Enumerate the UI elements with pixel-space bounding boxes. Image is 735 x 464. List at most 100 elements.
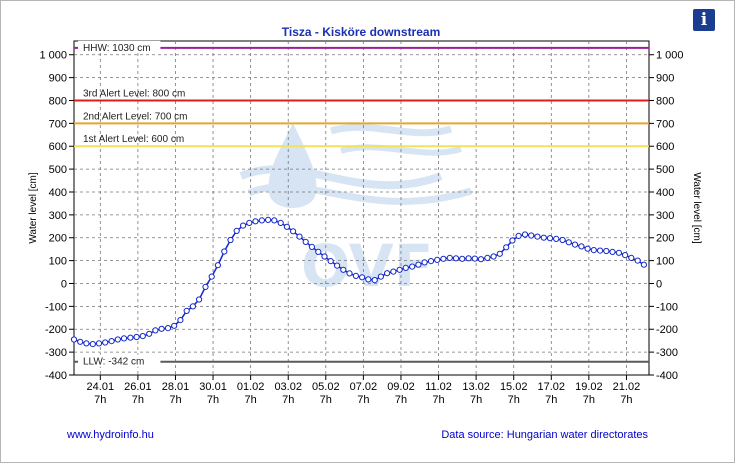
x-tick-label-date: 19.02	[575, 381, 603, 393]
x-tick-label-date: 03.02	[274, 381, 302, 393]
data-point	[528, 232, 535, 239]
data-point	[189, 303, 196, 310]
data-point	[459, 255, 466, 262]
data-point	[308, 243, 315, 250]
data-point	[628, 254, 635, 261]
x-axis: 24.017h26.017h28.017h30.017h01.027h03.02…	[87, 375, 641, 406]
data-point	[152, 327, 159, 334]
y-axis-right-label: Water level [cm]	[691, 172, 702, 244]
data-point	[578, 243, 585, 250]
data-point	[196, 296, 203, 303]
data-point	[283, 223, 290, 230]
info-icon[interactable]: i	[693, 9, 715, 31]
data-point	[177, 317, 184, 324]
data-point	[183, 307, 190, 314]
data-point	[509, 237, 516, 244]
data-point	[540, 234, 547, 241]
data-point	[565, 239, 572, 246]
y-tick-label-left: 300	[49, 210, 67, 222]
threshold-label: 1st Alert Level: 600 cm	[83, 134, 184, 145]
y-tick-label-right: 300	[656, 210, 674, 222]
data-point	[365, 276, 372, 283]
data-point	[609, 248, 616, 255]
y-tick-label-left: -100	[45, 301, 67, 313]
y-tick-label-left: 800	[49, 95, 67, 107]
y-tick-label-right: -300	[656, 347, 678, 359]
y-tick-label-right: 500	[656, 164, 674, 176]
chart-title: Tisza - Kisköre downstream	[282, 25, 441, 39]
data-point	[546, 235, 554, 242]
x-tick-label-hour: 7h	[282, 394, 294, 406]
data-point	[409, 263, 416, 270]
y-tick-label-right: 900	[656, 73, 674, 85]
threshold-label-bg	[78, 40, 161, 53]
y-tick-label-right: 100	[656, 256, 674, 268]
data-point	[465, 255, 472, 262]
x-tick-label-hour: 7h	[470, 394, 482, 406]
data-point	[133, 333, 140, 341]
data-point	[490, 253, 497, 260]
x-tick-label-date: 21.02	[613, 381, 641, 393]
x-tick-label-date: 05.02	[312, 381, 340, 393]
data-point	[265, 216, 272, 223]
y-tick-label-right: 0	[656, 278, 662, 290]
data-point	[634, 257, 641, 264]
data-point	[415, 261, 422, 268]
x-tick-label-hour: 7h	[395, 394, 407, 406]
website-link[interactable]: www.hydroinfo.hu	[67, 429, 154, 441]
data-point	[83, 340, 90, 347]
x-tick-label-hour: 7h	[169, 394, 181, 406]
data-point	[340, 266, 347, 273]
data-point	[384, 270, 391, 277]
y-tick-label-left: 100	[49, 256, 67, 268]
data-point	[146, 330, 153, 337]
data-point	[352, 272, 359, 279]
data-point	[70, 336, 78, 343]
threshold-label: 2nd Alert Level: 700 cm	[83, 111, 188, 122]
data-point	[553, 235, 560, 242]
data-point	[603, 247, 610, 255]
data-point	[515, 232, 522, 239]
x-tick-label-date: 09.02	[387, 381, 415, 393]
data-point	[221, 248, 228, 255]
x-tick-label-date: 30.01	[199, 381, 227, 393]
x-tick-label-date: 13.02	[462, 381, 490, 393]
data-point	[108, 338, 115, 345]
y-tick-label-left: 200	[49, 233, 67, 245]
y-tick-label-left: 500	[49, 164, 67, 176]
y-tick-label-right: 400	[656, 187, 674, 199]
x-tick-label-date: 26.01	[124, 381, 152, 393]
data-point	[290, 228, 297, 235]
data-point	[296, 233, 303, 240]
y-tick-label-left: 1 000	[39, 50, 67, 62]
y-tick-label-right: -100	[656, 301, 678, 313]
data-point	[396, 266, 403, 273]
data-point	[302, 238, 309, 245]
data-point	[597, 247, 604, 254]
data-point	[120, 335, 128, 342]
data-point	[440, 255, 447, 262]
x-tick-label-date: 28.01	[162, 381, 190, 393]
data-point	[277, 219, 284, 226]
y-tick-label-left: -400	[45, 370, 67, 382]
data-point	[484, 254, 491, 261]
data-point	[240, 222, 247, 229]
series-water-level	[70, 216, 648, 348]
plot-area	[73, 40, 650, 376]
y-tick-label-left: 600	[49, 141, 67, 153]
data-point	[471, 255, 478, 262]
data-point	[496, 250, 503, 257]
data-point	[321, 253, 328, 260]
y-tick-label-right: 700	[656, 118, 674, 130]
data-point	[584, 245, 591, 252]
y-tick-label-left: 400	[49, 187, 67, 199]
x-tick-label-date: 07.02	[350, 381, 378, 393]
y-tick-label-left: 700	[49, 118, 67, 130]
data-point	[359, 274, 366, 281]
data-point	[114, 336, 121, 343]
x-tick-label-hour: 7h	[545, 394, 557, 406]
y-tick-label-right: -400	[656, 370, 678, 382]
data-point	[640, 261, 648, 268]
data-point	[334, 262, 341, 269]
